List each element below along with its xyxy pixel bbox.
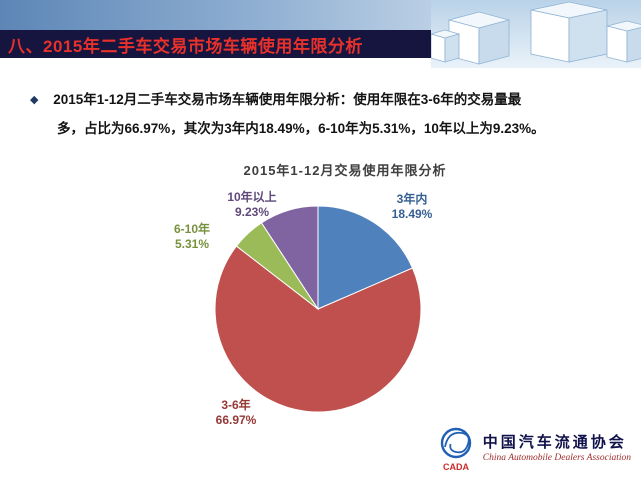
- body-line-1: ◆ 2015年1-12月二手车交易市场车辆使用年限分析：使用年限在3-6年的交易…: [30, 86, 620, 115]
- body-paragraph: ◆ 2015年1-12月二手车交易市场车辆使用年限分析：使用年限在3-6年的交易…: [30, 86, 620, 142]
- pie-slice-3-6年: [214, 245, 422, 413]
- pie-chart: [212, 203, 424, 415]
- pie-label-10-years-over: 10年以上 9.23%: [212, 190, 292, 220]
- pie-label-name: 6-10年: [173, 222, 211, 236]
- org-name-chinese: 中国汽车流通协会: [482, 434, 627, 451]
- page-title: 八、2015年二手车交易市场车辆使用年限分析: [8, 36, 363, 56]
- body-text-line1: 2015年1-12月二手车交易市场车辆使用年限分析：使用年限在3-6年的交易量最: [53, 92, 522, 107]
- body-text-line2: 多，占比为66.97%，其次为3年内18.49%，6-10年为5.31%，10年…: [57, 121, 545, 136]
- pie-chart-svg: [214, 205, 422, 413]
- chart-title: 2015年1-12月交易使用年限分析: [243, 163, 447, 178]
- diamond-bullet-icon: ◆: [30, 94, 39, 106]
- pie-label-3-6-years: 3-6年 66.97%: [196, 398, 276, 428]
- pie-label-6-10-years: 6-10年 5.31%: [152, 222, 232, 252]
- pie-label-percent: 66.97%: [215, 413, 257, 427]
- cada-logo-icon: CADA: [440, 427, 471, 472]
- footer-org-names: 中国汽车流通协会 China Automobile Dealers Associ…: [483, 434, 631, 464]
- pie-label-percent: 5.31%: [174, 237, 210, 251]
- pie-slice-10年以上: [260, 205, 319, 311]
- pie-label-name: 10年以上: [227, 190, 277, 204]
- pie-label-name: 3-6年: [221, 398, 251, 412]
- pie-label-percent: 9.23%: [234, 205, 270, 219]
- pie-label-name: 3年内: [396, 192, 428, 206]
- pie-slice-3年内: [317, 205, 414, 310]
- footer-logo-block: CADA 中国汽车流通协会 China Automobile Dealers A…: [436, 426, 631, 472]
- pie-label-percent: 18.49%: [391, 207, 433, 221]
- org-name-english: China Automobile Dealers Association: [482, 453, 631, 463]
- boxes-decoration-image: [431, 0, 641, 68]
- cada-logo-text: CADA: [443, 462, 469, 472]
- pie-label-3-years-under: 3年内 18.49%: [372, 192, 452, 222]
